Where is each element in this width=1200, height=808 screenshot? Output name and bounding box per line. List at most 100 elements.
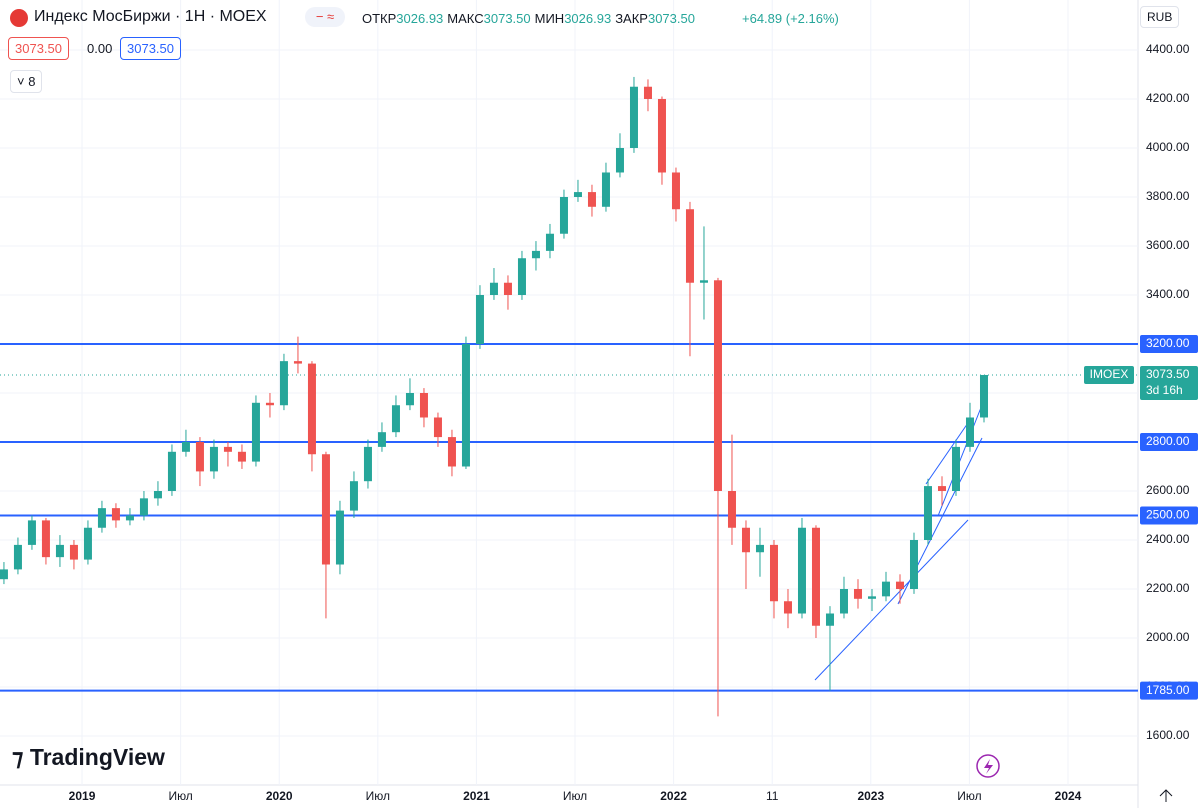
candle-body: [811, 527, 820, 626]
candle-body: [909, 539, 918, 589]
candle-body: [797, 527, 806, 614]
candle-body: [979, 374, 988, 418]
trend-line: [814, 519, 969, 681]
candle-body: [671, 172, 680, 210]
logo-text: TradingView: [29, 744, 165, 770]
candle-body: [825, 613, 834, 626]
candle-body: [573, 192, 582, 197]
sell-button[interactable]: 3073.50: [8, 37, 69, 60]
symbol-label: IMOEX: [1090, 367, 1129, 381]
candle-body: [13, 544, 22, 570]
countdown-label: 3d 16h: [1146, 383, 1183, 397]
symbol-box: [1084, 365, 1134, 384]
x-tick-label: Июл: [957, 789, 981, 803]
symbol-icon: [10, 9, 28, 27]
y-tick-label: 3800.00: [1146, 189, 1190, 203]
candle-body: [125, 515, 134, 521]
candle-body: [447, 437, 456, 467]
ohlc-label: МАКС: [447, 11, 484, 26]
candle-body: [265, 402, 274, 406]
buy-button[interactable]: 3073.50: [120, 37, 181, 60]
x-tick-label: 11: [766, 789, 779, 803]
indicators-toggle[interactable]: ˅ 8: [10, 70, 43, 93]
candle-body: [769, 544, 778, 602]
settings-icon[interactable]: [1159, 789, 1173, 802]
candle-body: [27, 520, 36, 545]
y-tick-label: 4200.00: [1146, 91, 1190, 105]
level-label-box: [1140, 681, 1198, 700]
candle-body: [69, 544, 78, 560]
candle-body: [839, 588, 848, 614]
lightning-icon[interactable]: [976, 754, 1000, 778]
candle-body: [391, 405, 400, 433]
x-tick-label: Июл: [168, 789, 192, 803]
last-price-box: [1140, 365, 1198, 400]
candle-body: [489, 282, 498, 295]
spread: 0.00: [87, 41, 113, 56]
candle-body: [657, 98, 666, 173]
currency[interactable]: RUB: [1140, 6, 1180, 28]
candle-body: [237, 451, 246, 462]
candle-body: [153, 490, 162, 499]
candle-body: [335, 510, 344, 565]
candle-body: [279, 361, 288, 406]
candle-body: [111, 508, 120, 521]
symbol-title[interactable]: Индекс МосБиржи · 1Н · MOEX: [34, 8, 267, 25]
candle-body: [545, 233, 554, 251]
candle-body: [195, 441, 204, 472]
ohlc-label: МИН: [534, 11, 565, 26]
y-tick-label: 2600.00: [1146, 483, 1190, 497]
x-tick-label: 2024: [1055, 789, 1082, 803]
lightning-glyph: [984, 759, 993, 774]
candle-body: [531, 250, 540, 259]
x-tick-label: Июл: [366, 789, 390, 803]
y-tick-label: 3400.00: [1146, 287, 1190, 301]
y-tick-label: 1600.00: [1146, 728, 1190, 742]
ohlc-value: 3073.50: [483, 11, 531, 26]
y-tick-label: 2400.00: [1146, 532, 1190, 546]
candle-body: [923, 486, 932, 540]
candle-body: [97, 508, 106, 528]
logo: ⁊ TradingView: [12, 744, 165, 771]
candle-body: [867, 596, 876, 599]
candle-body: [713, 280, 722, 491]
ohlc: ОТКР3026.93 МАКС3073.50 МИН3026.93 ЗАКР3073…: [362, 11, 699, 26]
y-tick-label: 4400.00: [1146, 42, 1190, 56]
level-label: 1785.00: [1146, 683, 1190, 697]
candle-body: [741, 527, 750, 553]
ohlc-label: ЗАКР: [615, 11, 648, 26]
candle-body: [405, 392, 414, 406]
candle-body: [223, 446, 232, 452]
candle-body: [167, 451, 176, 491]
candle-body: [307, 363, 316, 455]
candle-body: [419, 392, 428, 418]
candle-body: [475, 294, 484, 344]
y-tick-label: 4000.00: [1146, 140, 1190, 154]
candle-body: [433, 417, 442, 438]
candle-body: [377, 432, 386, 447]
ohlc-value: 3026.93: [564, 11, 612, 26]
candle-body: [0, 569, 8, 580]
level-label-box: [1140, 506, 1198, 525]
y-tick-label: 2000.00: [1146, 630, 1190, 644]
candle-body: [699, 280, 708, 283]
candle-body: [181, 441, 190, 452]
candle-body: [139, 498, 148, 516]
candle-body: [643, 86, 652, 99]
level-label-box: [1140, 432, 1198, 451]
ohlc-label: ОТКР: [362, 11, 397, 26]
candle-body: [41, 520, 50, 558]
candle-body: [937, 486, 946, 491]
toggle[interactable]: − ≈: [305, 7, 345, 27]
candle-body: [951, 446, 960, 491]
ohlc-value: 3073.50: [647, 11, 695, 26]
trend-line: [925, 419, 971, 485]
logo-mark: ⁊: [12, 744, 30, 770]
candle-body: [461, 343, 470, 467]
candle-body: [881, 581, 890, 597]
x-tick-label: 2020: [266, 789, 293, 803]
candle-body: [293, 361, 302, 364]
trend-line: [937, 399, 985, 517]
x-tick-label: 2022: [660, 789, 687, 803]
